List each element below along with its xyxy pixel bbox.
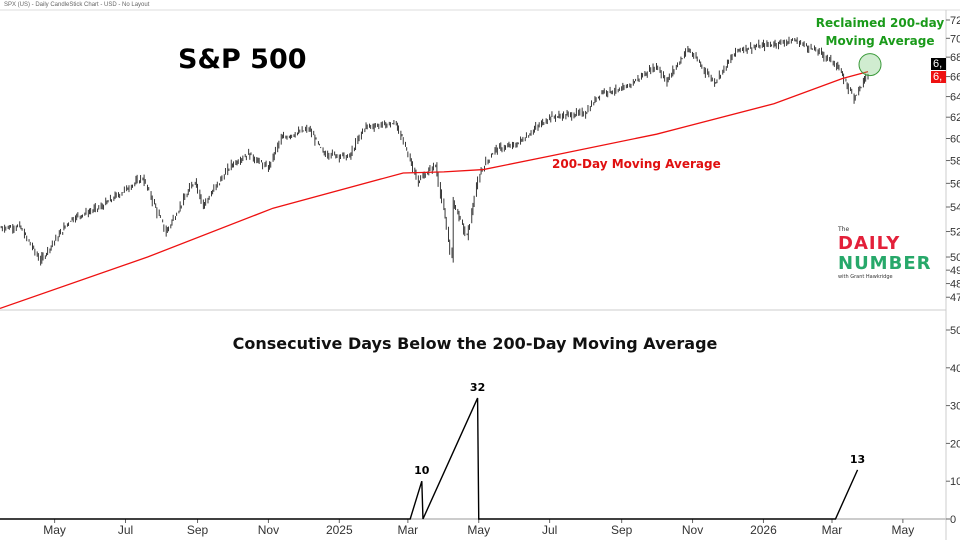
x-tick-label: Sep bbox=[187, 523, 209, 537]
x-tick-label: May bbox=[892, 523, 915, 537]
y-tick-label: 60 bbox=[950, 134, 960, 146]
peak-data-label: 32 bbox=[470, 381, 485, 394]
peak-data-label: 10 bbox=[414, 464, 430, 477]
x-tick-label: Sep bbox=[611, 523, 633, 537]
x-tick-label: Mar bbox=[398, 523, 419, 537]
lower-y-tick-label: 10 bbox=[950, 476, 960, 488]
x-tick-label: May bbox=[43, 523, 66, 537]
y-tick-label: 48 bbox=[950, 279, 960, 291]
y-tick-label: 62 bbox=[950, 112, 960, 124]
peak-data-label: 13 bbox=[850, 453, 865, 466]
lower-y-tick-label: 0 bbox=[950, 514, 956, 526]
logo-byline: with Grant Hawkridge bbox=[838, 274, 893, 280]
logo-daily: DAILY bbox=[838, 233, 901, 254]
logo-number: NUMBER bbox=[838, 253, 932, 274]
y-tick-label: 66 bbox=[950, 72, 960, 84]
y-tick-label: 47 bbox=[950, 292, 960, 304]
x-tick-label: May bbox=[467, 523, 490, 537]
lower-y-tick-label: 30 bbox=[950, 401, 960, 413]
annotation-reclaimed: Reclaimed 200-day Moving Average bbox=[815, 16, 945, 48]
y-tick-label: 58 bbox=[950, 156, 960, 168]
lower-panel-title: Consecutive Days Below the 200-Day Movin… bbox=[232, 334, 718, 353]
x-tick-label: Jul bbox=[542, 523, 557, 537]
days-below-line bbox=[0, 397, 859, 520]
annotation-ma: 200-Day Moving Average bbox=[552, 157, 721, 171]
x-tick-label: Jul bbox=[118, 523, 133, 537]
y-tick-label: 52 bbox=[950, 227, 960, 239]
y-tick-label: 68 bbox=[950, 52, 960, 64]
last-price-tag: 6, bbox=[931, 58, 946, 70]
logo-the: The bbox=[838, 226, 850, 233]
x-tick-label: Nov bbox=[258, 523, 279, 537]
x-tick-label: 2026 bbox=[750, 523, 777, 537]
y-tick-label: 70 bbox=[950, 33, 960, 45]
ma-200-line bbox=[0, 71, 869, 310]
ma-price-tag: 6, bbox=[931, 71, 946, 83]
y-tick-label: 64 bbox=[950, 92, 960, 104]
x-tick-label: Mar bbox=[822, 523, 843, 537]
lower-y-tick-label: 40 bbox=[950, 363, 960, 375]
x-tick-label: 2025 bbox=[326, 523, 353, 537]
lower-y-tick-label: 20 bbox=[950, 438, 960, 450]
y-tick-label: 49 bbox=[950, 265, 960, 277]
reclaim-circle bbox=[858, 53, 882, 77]
daily-number-logo: The DAILY NUMBER with Grant Hawkridge bbox=[838, 226, 938, 281]
y-tick-label: 56 bbox=[950, 178, 960, 190]
lower-y-tick-label: 50 bbox=[950, 325, 960, 337]
x-tick-label: Nov bbox=[682, 523, 703, 537]
chart-caption: SPX (US) - Daily CandleStick Chart - USD… bbox=[4, 2, 150, 8]
y-tick-label: 54 bbox=[950, 202, 960, 214]
y-tick-label: 50 bbox=[950, 252, 960, 264]
chart-title: S&P 500 bbox=[178, 44, 307, 75]
y-tick-label: 72 bbox=[950, 15, 960, 27]
